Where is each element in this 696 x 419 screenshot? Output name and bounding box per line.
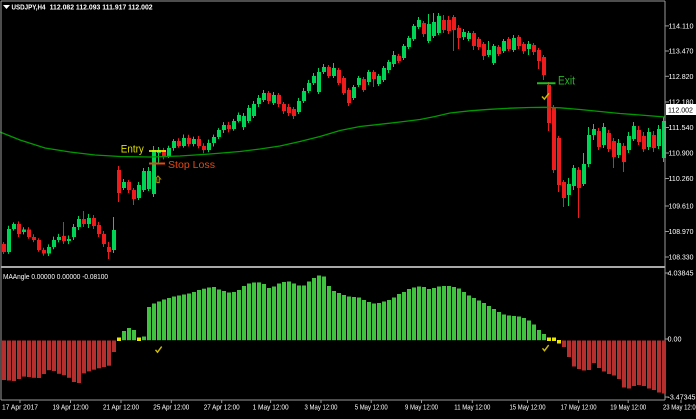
svg-text:110.900: 110.900	[669, 151, 694, 158]
svg-text:Exit: Exit	[558, 75, 576, 87]
svg-text:MAAngle 0.00000 0.00000 -0.081: MAAngle 0.00000 0.00000 -0.08100	[3, 272, 108, 281]
svg-text:USDJPY,H4: USDJPY,H4	[12, 2, 47, 11]
svg-text:23 May 12:00: 23 May 12:00	[663, 405, 696, 412]
svg-text:0.00: 0.00	[668, 337, 682, 344]
svg-text:5 May 12:00: 5 May 12:00	[355, 405, 388, 412]
svg-text:4.03845: 4.03845	[668, 271, 694, 278]
svg-text:19 Apr 12:00: 19 Apr 12:00	[53, 405, 89, 412]
svg-text:112.082 112.093 111.917 112.00: 112.082 112.093 111.917 112.002	[50, 2, 153, 11]
svg-text:25 Apr 12:00: 25 Apr 12:00	[153, 405, 189, 412]
svg-text:17 Apr 2017: 17 Apr 2017	[2, 405, 38, 412]
svg-text:113.470: 113.470	[669, 49, 694, 56]
svg-text:112.002: 112.002	[668, 108, 693, 115]
svg-text:114.110: 114.110	[669, 23, 694, 30]
svg-text:Entry: Entry	[121, 143, 144, 155]
svg-text:112.180: 112.180	[669, 100, 694, 107]
svg-text:1 May 12:00: 1 May 12:00	[253, 405, 289, 412]
svg-text:19 May 12:00: 19 May 12:00	[610, 405, 646, 412]
svg-text:110.260: 110.260	[669, 176, 694, 183]
svg-text:3 May 12:00: 3 May 12:00	[305, 405, 338, 412]
svg-text:9 May 12:00: 9 May 12:00	[405, 405, 438, 412]
svg-text:17 May 12:00: 17 May 12:00	[561, 405, 597, 412]
svg-text:21 Apr 12:00: 21 Apr 12:00	[103, 405, 139, 412]
svg-text:11 May 12:00: 11 May 12:00	[454, 405, 490, 412]
svg-text:-3.47345: -3.47345	[668, 395, 696, 402]
svg-text:15 May 12:00: 15 May 12:00	[510, 405, 546, 412]
svg-text:112.820: 112.820	[669, 74, 694, 81]
svg-text:27 Apr 12:00: 27 Apr 12:00	[204, 405, 240, 412]
svg-text:Stop Loss: Stop Loss	[168, 160, 215, 171]
svg-text:111.540: 111.540	[669, 125, 694, 132]
svg-text:109.610: 109.610	[669, 204, 694, 211]
svg-text:108.330: 108.330	[669, 255, 694, 262]
svg-text:108.970: 108.970	[669, 229, 694, 236]
